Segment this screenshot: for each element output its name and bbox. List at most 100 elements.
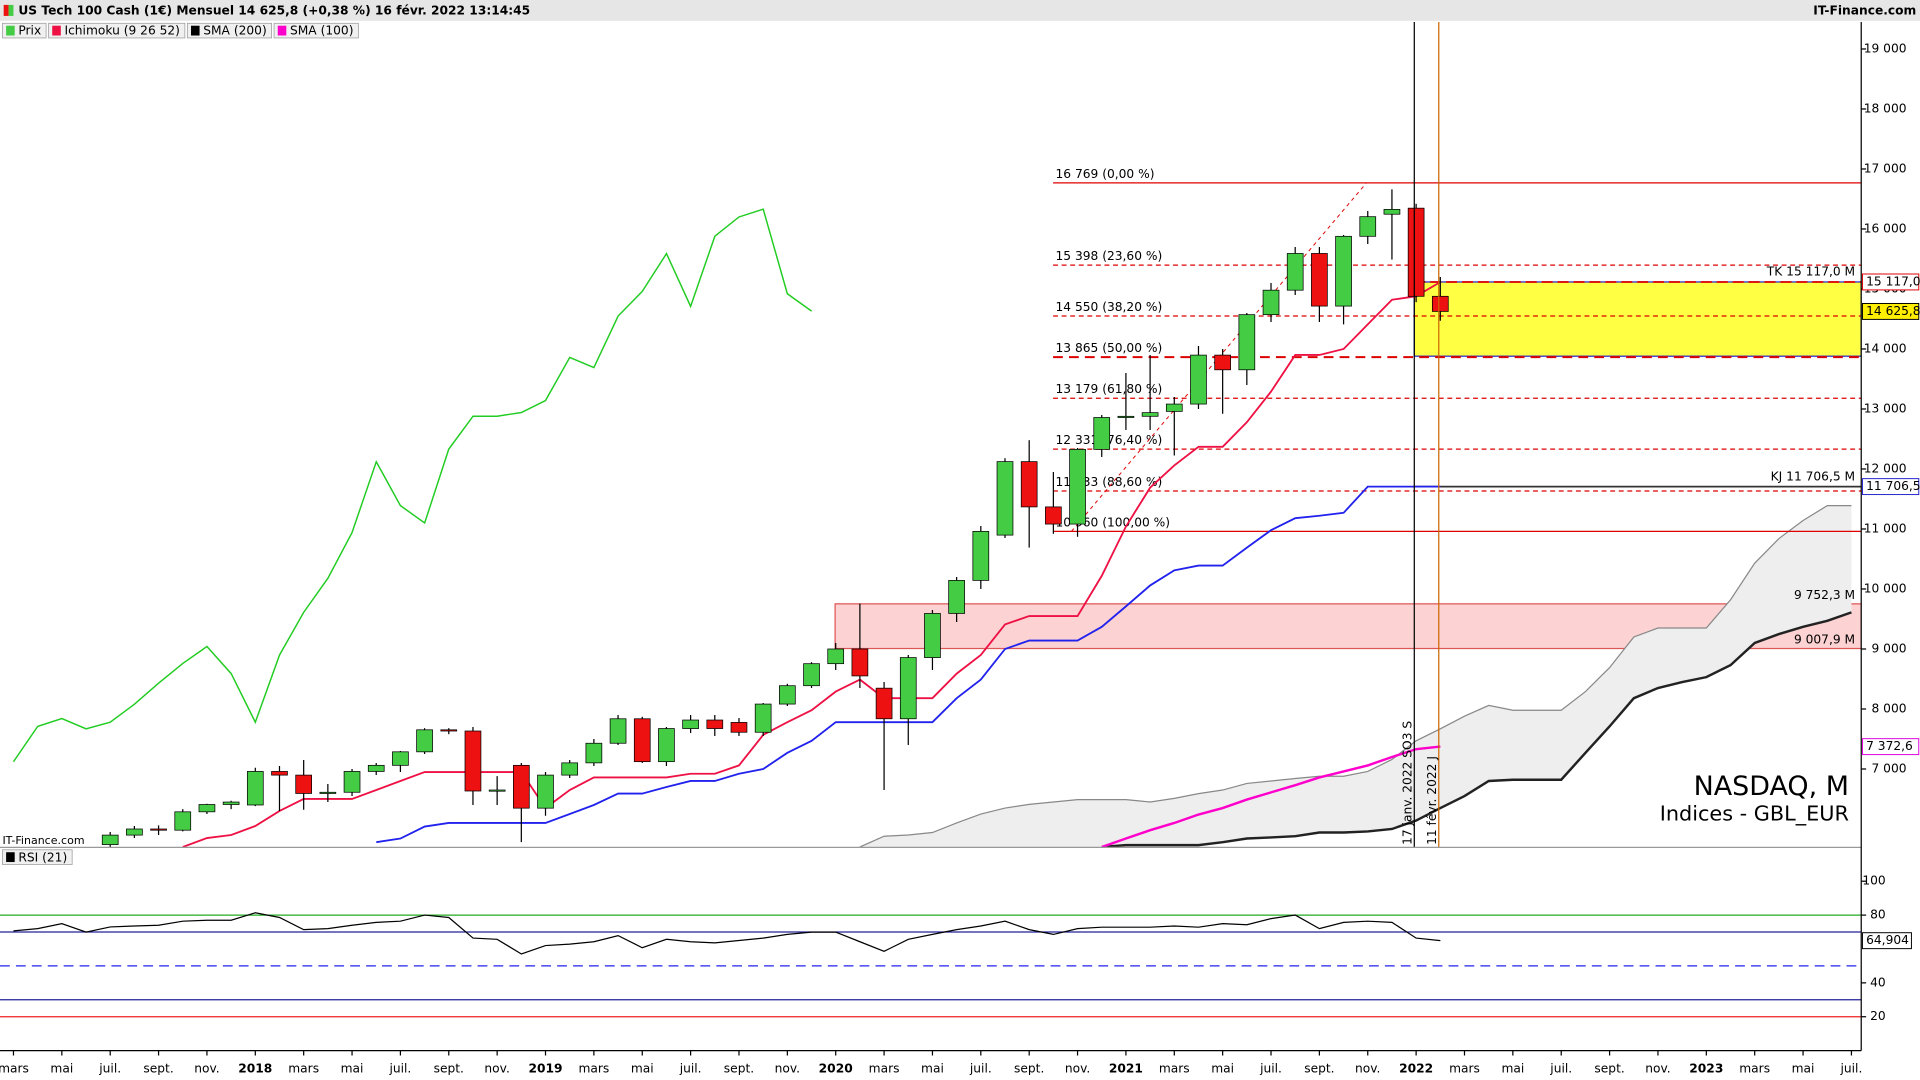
candle-body bbox=[561, 762, 579, 776]
candle-body bbox=[1238, 314, 1256, 371]
x-tick-label: juil. bbox=[1840, 1061, 1863, 1075]
axes: 9 752,3 M 9 007,9 M TK 15 117,0 M KJ 11 706… bbox=[0, 22, 1920, 1075]
candle-body bbox=[343, 771, 361, 793]
legend-label: Prix bbox=[18, 24, 41, 38]
x-tick-label: sept. bbox=[724, 1061, 754, 1075]
indicator-line bbox=[182, 281, 1441, 848]
candle-body bbox=[1431, 295, 1449, 312]
price-label-box bbox=[1861, 478, 1920, 496]
candle-body bbox=[730, 722, 748, 733]
candle-body bbox=[222, 801, 240, 805]
candle-body bbox=[367, 764, 385, 772]
legend-box[interactable] bbox=[186, 22, 272, 39]
x-tick-label: nov. bbox=[194, 1061, 219, 1075]
y-tick-label: 11 000 bbox=[1864, 521, 1907, 535]
x-tick-label: juil. bbox=[388, 1061, 411, 1075]
x-tick-label: mars bbox=[869, 1061, 900, 1075]
x-tick-label: nov. bbox=[1065, 1061, 1090, 1075]
y-tick-label: 13 000 bbox=[1864, 401, 1907, 415]
legend-box[interactable] bbox=[273, 22, 359, 39]
candle-body bbox=[295, 774, 312, 794]
candle-body bbox=[585, 742, 603, 764]
candle-body bbox=[972, 531, 990, 581]
x-tick-label: mars bbox=[1159, 1061, 1190, 1075]
candle-body bbox=[1093, 417, 1111, 450]
candle-body bbox=[803, 663, 820, 687]
candle-body bbox=[1165, 403, 1183, 412]
site-name: IT-Finance.com bbox=[1813, 4, 1916, 18]
zone-label: 9 007,9 M bbox=[1794, 632, 1855, 646]
candle-body bbox=[754, 703, 772, 733]
legend-swatch bbox=[190, 25, 200, 36]
y-tick-label: 7 000 bbox=[1871, 761, 1906, 775]
x-tick-label: mars bbox=[578, 1061, 609, 1075]
x-tick-label: 2021 bbox=[1109, 1061, 1143, 1075]
y-tick-label: 8 000 bbox=[1871, 701, 1906, 715]
zone-label: 9 752,3 M bbox=[1794, 588, 1855, 602]
candle-body bbox=[1383, 208, 1401, 215]
y-tick-label: 19 000 bbox=[1864, 41, 1907, 55]
legend-box[interactable] bbox=[48, 22, 186, 39]
rsi-line bbox=[13, 912, 1441, 955]
header-icon bbox=[8, 4, 14, 16]
x-tick-label: mai bbox=[50, 1061, 73, 1075]
candle-body bbox=[416, 729, 433, 753]
x-tick-label: mars bbox=[1449, 1061, 1480, 1075]
candle-body bbox=[682, 719, 699, 729]
y-tick-label: 12 000 bbox=[1864, 461, 1907, 475]
x-tick-label: mars bbox=[1739, 1061, 1770, 1075]
fib-label: 16 769 (0,00 %) bbox=[1056, 167, 1155, 181]
rsi-pane bbox=[0, 912, 1862, 1018]
x-tick-label: nov. bbox=[775, 1061, 800, 1075]
candle-body bbox=[633, 718, 651, 763]
candle-body bbox=[1069, 448, 1086, 525]
header-bar bbox=[0, 0, 1920, 21]
candle-body bbox=[392, 751, 409, 766]
x-tick-label: juil. bbox=[969, 1061, 992, 1075]
x-tick-label: juil. bbox=[1549, 1061, 1572, 1075]
y-tick-label: 10 000 bbox=[1864, 581, 1907, 595]
fib-label: 15 398 (23,60 %) bbox=[1056, 249, 1163, 263]
x-tick-label: 2018 bbox=[238, 1061, 272, 1075]
candle-body bbox=[537, 774, 554, 809]
y-tick-label: 9 000 bbox=[1871, 641, 1906, 655]
candle-body bbox=[996, 461, 1014, 536]
candle-body bbox=[1020, 461, 1038, 508]
annotation-label: KJ 11 706,5 M bbox=[1771, 469, 1855, 483]
legend-label: SMA (100) bbox=[290, 24, 353, 38]
fib-label: 13 179 (61,80 %) bbox=[1056, 382, 1163, 396]
candle-body bbox=[706, 719, 724, 729]
candle-body bbox=[271, 771, 288, 776]
candle-body bbox=[1214, 354, 1231, 371]
watermark: Indices - GBL_EUR bbox=[1660, 801, 1849, 825]
y-tick-label: 17 000 bbox=[1864, 161, 1907, 175]
x-tick-label: 2019 bbox=[528, 1061, 562, 1075]
candle-body bbox=[924, 613, 941, 658]
candle-body bbox=[174, 811, 192, 831]
cloud-upper bbox=[859, 504, 1852, 848]
x-tick-label: 2023 bbox=[1689, 1061, 1723, 1075]
x-tick-label: nov. bbox=[1355, 1061, 1380, 1075]
candle-body bbox=[319, 791, 337, 794]
x-tick-label: juil. bbox=[1259, 1061, 1282, 1075]
candle-body bbox=[513, 764, 530, 809]
header-icon bbox=[3, 4, 9, 16]
candle-body bbox=[899, 657, 917, 720]
x-tick-label: 2022 bbox=[1399, 1061, 1433, 1075]
x-tick-label: sept. bbox=[1594, 1061, 1624, 1075]
watermark: NASDAQ, M bbox=[1694, 771, 1849, 802]
legend-box[interactable] bbox=[2, 849, 73, 865]
candle-body bbox=[1117, 415, 1135, 418]
y-tick-label: 40 bbox=[1870, 975, 1886, 989]
x-tick-label: mars bbox=[0, 1061, 29, 1075]
x-tick-label: juil. bbox=[679, 1061, 702, 1075]
indicator-line bbox=[1101, 745, 1441, 848]
legend-label: SMA (200) bbox=[203, 24, 266, 38]
candle-body bbox=[779, 685, 796, 705]
x-tick-label: mai bbox=[1501, 1061, 1524, 1075]
x-tick-label: sept. bbox=[434, 1061, 464, 1075]
legend-swatch bbox=[52, 25, 61, 36]
candle-body bbox=[609, 718, 627, 744]
candle-body bbox=[948, 580, 965, 614]
